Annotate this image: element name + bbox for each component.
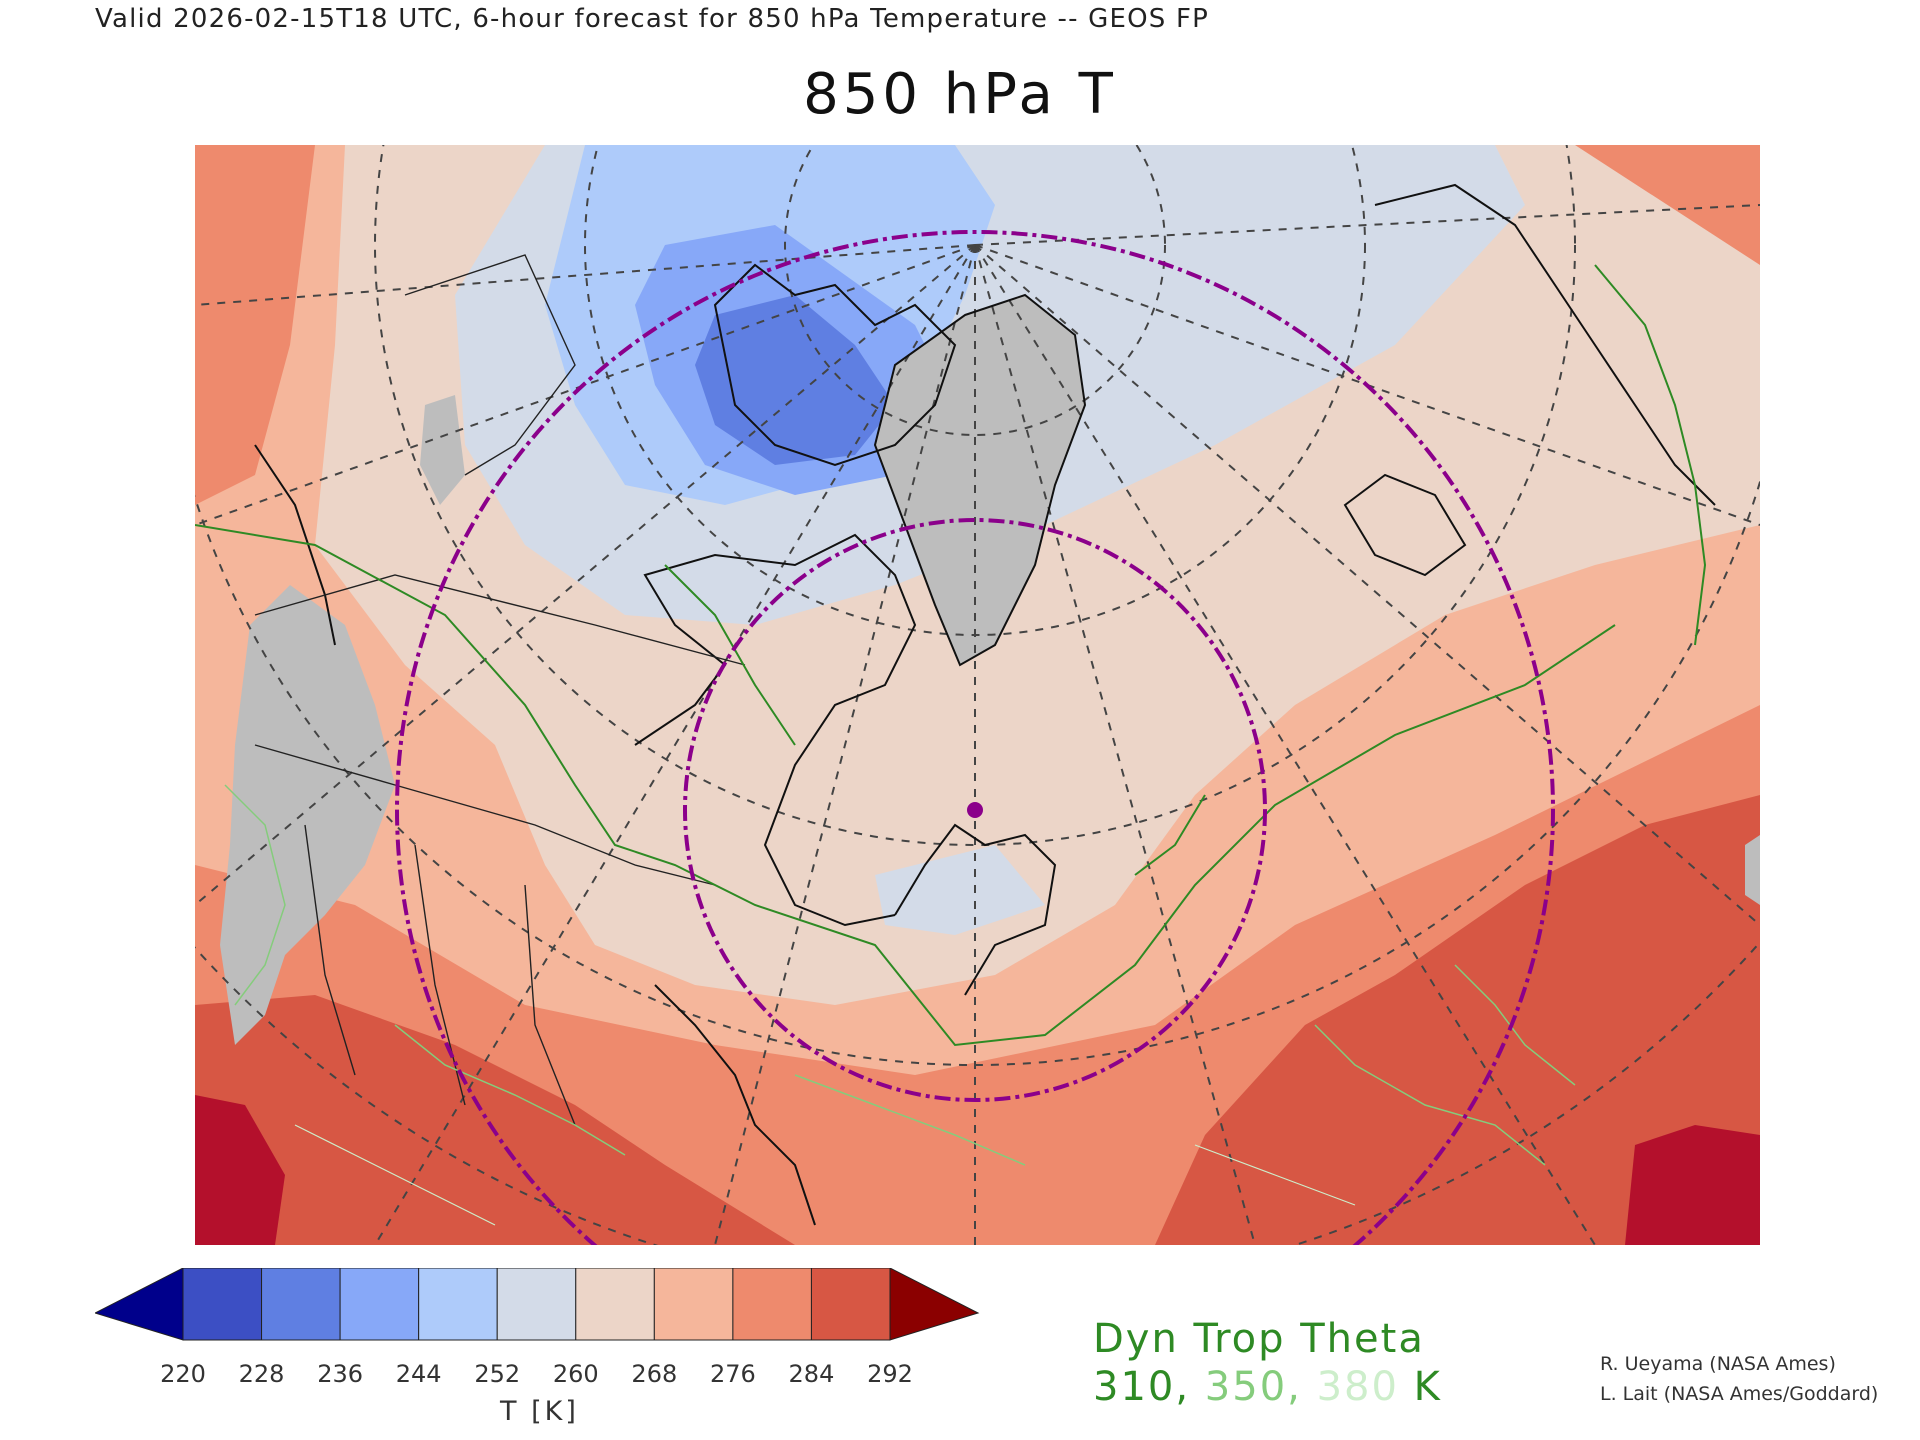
field-very-hot-se [1625,1125,1760,1245]
dyn-trop-value-310: 310 [1093,1364,1176,1410]
credit-line-1: R. Ueyama (NASA Ames) [1600,1353,1836,1375]
coastline [1343,473,1467,577]
colorbar-bins [182,1267,891,1341]
longitude-line [714,244,976,1245]
rockies-missing-data [220,585,395,1045]
colorbar-bin [496,1267,577,1341]
colorbar-bin [339,1267,420,1341]
colorbar-bin [810,1267,891,1341]
colorbar-tick-label: 228 [238,1360,285,1388]
valid-time-header: Valid 2026-02-15T18 UTC, 6-hour forecast… [95,4,1209,34]
colorbar-bin [182,1267,263,1341]
dyn-trop-contour [1594,264,1707,646]
dyn-trop-value-380: 380 [1316,1364,1399,1410]
dyn-trop-contour [294,1124,496,1226]
dyn-trop-contour [1194,1144,1356,1206]
colorbar-tick-label: 260 [552,1360,599,1388]
longitude-line [374,244,976,1245]
map-title: 850 hPa T [803,62,1117,127]
colorbar-tick-label: 236 [317,1360,364,1388]
east-missing-data [1745,835,1760,905]
colorbar-bin [261,1267,341,1341]
latitude-circle [784,145,1166,436]
colorbar-tick-label: 292 [867,1360,913,1388]
colorbar-tick-label: 244 [395,1360,442,1388]
field-hot-southwest [195,995,795,1245]
field-warm-west [195,145,315,505]
colorbar-tick-label: 268 [631,1360,678,1388]
coast-missing-data [420,395,465,505]
field-hot-southeast [1155,795,1760,1245]
boundary [304,824,356,1076]
longitude-line [974,244,1760,926]
colorbar-unit-label: T [K] [500,1396,579,1427]
dyn-trop-contour [195,524,1616,1047]
coastline [713,263,957,467]
colorbar-tick-label: 252 [474,1360,521,1388]
coastline [1374,183,1716,506]
temperature-map [195,145,1760,1245]
longitude-line [195,244,976,526]
dyn-trop-380-contours [294,1124,1356,1226]
dyn-trop-separator: , [1175,1364,1205,1410]
colorbar-tick-label: 284 [788,1360,835,1388]
range-ring-inner [683,518,1267,1102]
dyn-trop-contour [1134,794,1206,876]
dyn-trop-contour [1314,1024,1546,1166]
field-very-hot-sw [195,1095,285,1245]
center-marker [967,802,983,818]
dyn-trop-value-350: 350 [1204,1364,1288,1410]
colorbar-bin [418,1267,498,1341]
dyn-trop-separator: , [1287,1364,1317,1410]
colorbar-above-triangle [889,1267,980,1341]
coastline [634,533,917,927]
longitude-line [974,204,1760,246]
range-rings [395,230,1555,1245]
colorbar-bin [732,1267,812,1341]
coastline [873,293,1087,667]
field-cool-patch [875,845,1045,935]
dyn-trop-contour [794,1074,1026,1166]
dyn-trop-contour [394,1024,626,1156]
dyn-trop-unit: K [1398,1364,1442,1410]
range-ring-outer [395,230,1555,1245]
boundary [524,884,576,1126]
greenland-missing-data [875,295,1085,665]
colorbar-tick-label: 276 [709,1360,756,1388]
colorbar-bin [653,1267,734,1341]
coastlines [254,183,1716,1226]
coastline [254,444,336,646]
dyn-trop-values: 310, 350, 380 K [1093,1364,1442,1410]
coastline [654,984,816,1226]
boundary [254,744,716,886]
boundary [404,254,576,476]
coastline [894,823,1057,996]
field-coldest [695,295,895,465]
longitude-line [195,244,976,906]
colorbar-below-triangle [93,1267,184,1341]
colorbar [93,1267,985,1358]
colorbar-tick-label: 220 [160,1360,206,1388]
credit-line-2: L. Lait (NASA Ames/Goddard) [1600,1383,1879,1405]
colorbar-bin [575,1267,655,1341]
longitude-line [974,244,1256,1245]
dyn-trop-title: Dyn Trop Theta [1093,1316,1425,1362]
dyn-trop-contour [224,784,286,1006]
longitude-line [974,244,1596,1245]
longitude-line [195,244,976,306]
latitude-circle [374,145,1576,846]
boundary [254,574,746,666]
